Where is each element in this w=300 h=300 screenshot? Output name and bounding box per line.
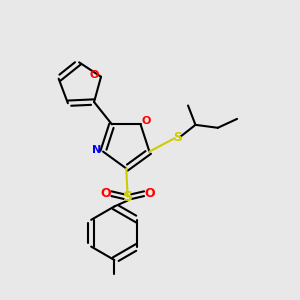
Text: O: O — [144, 187, 155, 200]
Text: O: O — [100, 187, 111, 200]
Text: O: O — [90, 70, 99, 80]
Text: S: S — [123, 190, 133, 204]
Text: S: S — [173, 130, 182, 143]
Text: O: O — [141, 116, 151, 126]
Text: N: N — [92, 145, 102, 155]
